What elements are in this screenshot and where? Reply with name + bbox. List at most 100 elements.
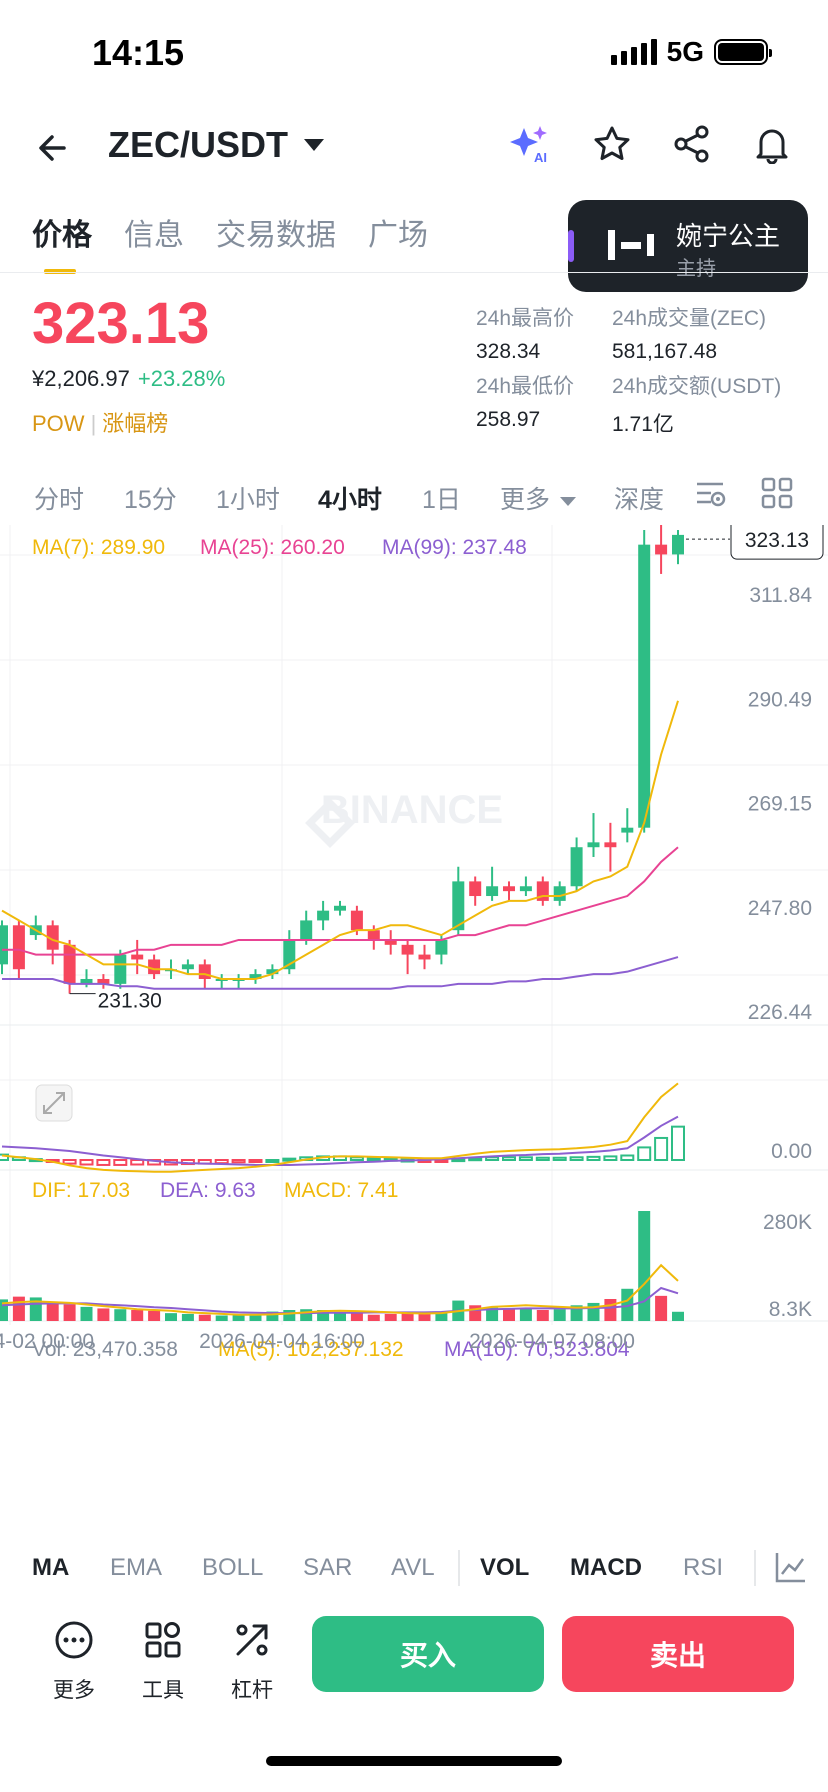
macd-histogram-bar xyxy=(282,1157,297,1162)
candle-body xyxy=(334,905,346,911)
macd-histogram-bar xyxy=(214,1159,229,1165)
ind-sar[interactable]: SAR xyxy=(303,1554,353,1581)
macd-histogram-bar xyxy=(231,1159,246,1164)
legend-ma7: MA(7): 289.90 xyxy=(32,536,165,559)
candle-body xyxy=(503,886,515,892)
tf-more[interactable]: 更多 xyxy=(500,480,577,516)
low-marker-label: 231.30 xyxy=(98,990,162,1013)
back-button[interactable] xyxy=(34,128,74,175)
volume-bar xyxy=(317,1310,330,1321)
volume-bar xyxy=(215,1315,228,1321)
live-host-role: 主持 xyxy=(676,258,716,280)
ind-boll[interactable]: BOLL xyxy=(202,1554,264,1581)
volume-bar xyxy=(46,1302,59,1321)
tab-square[interactable]: 广场 xyxy=(368,219,428,252)
candle-body xyxy=(131,954,144,960)
tf-depth[interactable]: 深度 xyxy=(614,486,665,514)
ind-vol[interactable]: VOL xyxy=(480,1554,530,1581)
low-value: 258.97 xyxy=(476,408,541,431)
macd-histogram-bar xyxy=(79,1159,94,1166)
tf-4h[interactable]: 4小时 xyxy=(318,486,382,514)
battery-icon xyxy=(714,39,772,65)
candle-body xyxy=(0,925,8,965)
ai-sparkle-icon[interactable]: AI xyxy=(508,122,552,166)
bell-icon[interactable] xyxy=(752,124,792,164)
candle-body xyxy=(97,978,110,984)
ind-rsi[interactable]: RSI xyxy=(683,1554,724,1581)
volume-bar xyxy=(587,1302,600,1321)
candle-body xyxy=(638,544,651,828)
volume-bar xyxy=(148,1310,161,1321)
volume-bar xyxy=(80,1306,93,1321)
last-price: 323.13 xyxy=(32,291,210,356)
candle-body xyxy=(587,842,600,848)
volume-bar xyxy=(0,1299,8,1321)
volume-axis-label: 8.3K xyxy=(769,1298,812,1321)
price-cny: ¥2,206.97 +23.28% xyxy=(32,366,225,392)
macd-histogram-bar xyxy=(586,1155,601,1161)
kline-chart[interactable]: BINANCE MA(7): 289.90 MA(25): 260.20 MA(… xyxy=(0,525,828,1510)
tf-line[interactable]: 分时 xyxy=(34,486,85,514)
svg-text:AI: AI xyxy=(534,150,547,165)
volume-bar xyxy=(165,1313,177,1321)
chart-settings-icon[interactable] xyxy=(694,476,728,517)
grid-layout-icon[interactable] xyxy=(760,476,794,517)
ind-divider xyxy=(754,1550,756,1586)
share-icon[interactable] xyxy=(672,124,712,164)
binance-logo-icon xyxy=(305,798,355,848)
tag-row: POW | 涨幅榜 xyxy=(32,411,169,436)
ind-macd[interactable]: MACD xyxy=(570,1554,642,1581)
legend-macd: MACD: 7.41 xyxy=(284,1179,398,1202)
volume-bar xyxy=(266,1311,279,1321)
tag-pow[interactable]: POW xyxy=(32,411,85,436)
candle-body xyxy=(249,974,262,979)
volume-bar xyxy=(300,1309,313,1321)
volume-bar xyxy=(435,1311,448,1321)
legend-ma25: MA(25): 260.20 xyxy=(200,536,345,559)
expand-chart-icon[interactable] xyxy=(35,1084,73,1122)
tab-trading-data[interactable]: 交易数据 xyxy=(216,219,336,252)
indicator-bar: MA EMA BOLL SAR AVL VOL MACD RSI xyxy=(0,1550,828,1590)
tab-price[interactable]: 价格 xyxy=(32,210,92,274)
macd-histogram-bar xyxy=(485,1156,500,1161)
pair-selector[interactable]: ZEC/USDT xyxy=(108,124,324,166)
price-axis-label: 247.80 xyxy=(748,897,812,920)
macd-histogram-bar xyxy=(130,1159,145,1166)
ind-ema[interactable]: EMA xyxy=(110,1554,163,1581)
high-marker-label: 328.34 xyxy=(557,525,622,526)
macd-histogram-bar xyxy=(62,1159,77,1165)
candle-body xyxy=(198,964,211,979)
candle-body xyxy=(114,954,127,984)
live-host-card[interactable]: 婉宁公主 主持 xyxy=(568,200,808,292)
tag-gainers[interactable]: 涨幅榜 xyxy=(102,411,169,436)
tf-15m[interactable]: 15分 xyxy=(124,486,177,514)
indicator-settings-icon[interactable] xyxy=(774,1550,808,1591)
volume-bar xyxy=(97,1308,110,1321)
ind-ma[interactable]: MA xyxy=(32,1554,70,1581)
stat-volume: 24h成交量(ZEC) 581,167.48 xyxy=(612,302,766,364)
volume-bar xyxy=(384,1313,397,1321)
candle-body xyxy=(672,534,684,555)
tf-1d[interactable]: 1日 xyxy=(422,486,461,514)
sell-button[interactable]: 卖出 xyxy=(562,1616,794,1692)
candle-body xyxy=(553,886,566,901)
star-icon[interactable] xyxy=(592,124,632,164)
leverage-button[interactable]: 杠杆 xyxy=(222,1620,282,1704)
candle-body xyxy=(181,964,194,970)
volume-bar xyxy=(114,1309,127,1321)
volume-bar xyxy=(63,1304,76,1321)
tab-info[interactable]: 信息 xyxy=(124,219,184,252)
tf-1h[interactable]: 1小时 xyxy=(216,486,280,514)
volume-bar xyxy=(672,1311,684,1321)
more-button[interactable]: 更多 xyxy=(44,1620,104,1704)
volume-bar xyxy=(418,1312,431,1321)
ma25-line xyxy=(2,846,679,956)
divider xyxy=(0,272,828,273)
candle-body xyxy=(367,930,380,940)
tools-button[interactable]: 工具 xyxy=(133,1620,193,1704)
status-time: 14:15 xyxy=(92,32,185,73)
ind-avl[interactable]: AVL xyxy=(391,1554,435,1581)
buy-button[interactable]: 买入 xyxy=(312,1616,544,1692)
ma99-line xyxy=(2,956,679,990)
macd-histogram-bar xyxy=(535,1156,550,1161)
